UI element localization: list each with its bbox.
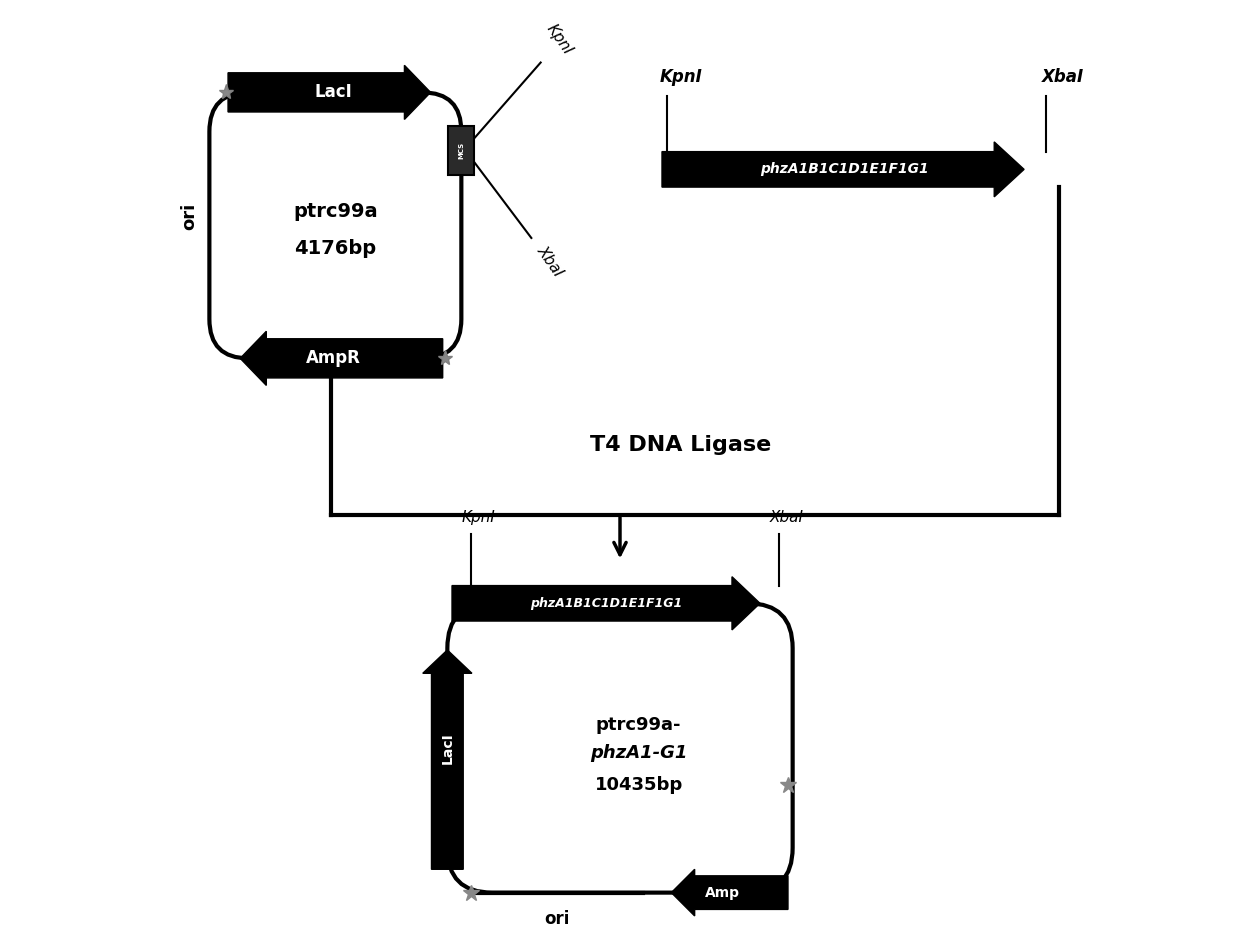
- FancyArrow shape: [423, 650, 472, 870]
- Text: ptrc99a-: ptrc99a-: [596, 716, 682, 734]
- Text: LacI: LacI: [440, 732, 454, 764]
- Text: KpnI: KpnI: [543, 22, 575, 58]
- Text: T4 DNA Ligase: T4 DNA Ligase: [590, 434, 771, 455]
- Text: ori: ori: [180, 202, 198, 229]
- FancyArrow shape: [241, 331, 443, 386]
- Text: XbaI: XbaI: [1042, 68, 1084, 86]
- Text: Amp: Amp: [706, 885, 740, 899]
- Text: LacI: LacI: [314, 83, 352, 101]
- Text: XbaI: XbaI: [769, 510, 804, 525]
- Text: AmpR: AmpR: [305, 349, 361, 367]
- Text: MCS: MCS: [459, 141, 464, 159]
- Text: phzA1-G1: phzA1-G1: [590, 743, 687, 762]
- Text: ori: ori: [544, 910, 569, 928]
- Text: 10435bp: 10435bp: [594, 776, 683, 795]
- FancyArrow shape: [662, 142, 1024, 197]
- FancyArrow shape: [228, 66, 430, 120]
- FancyArrow shape: [671, 870, 787, 916]
- Text: KpnI: KpnI: [660, 68, 702, 86]
- Text: phzA1B1C1D1E1F1G1: phzA1B1C1D1E1F1G1: [760, 162, 929, 176]
- Text: ptrc99a: ptrc99a: [293, 202, 378, 221]
- Bar: [449, 126, 475, 174]
- Text: 4176bp: 4176bp: [294, 240, 377, 258]
- Text: XbaI: XbaI: [534, 242, 565, 279]
- Text: KpnI: KpnI: [461, 510, 495, 525]
- FancyArrow shape: [453, 577, 760, 630]
- Text: phzA1B1C1D1E1F1G1: phzA1B1C1D1E1F1G1: [529, 597, 682, 610]
